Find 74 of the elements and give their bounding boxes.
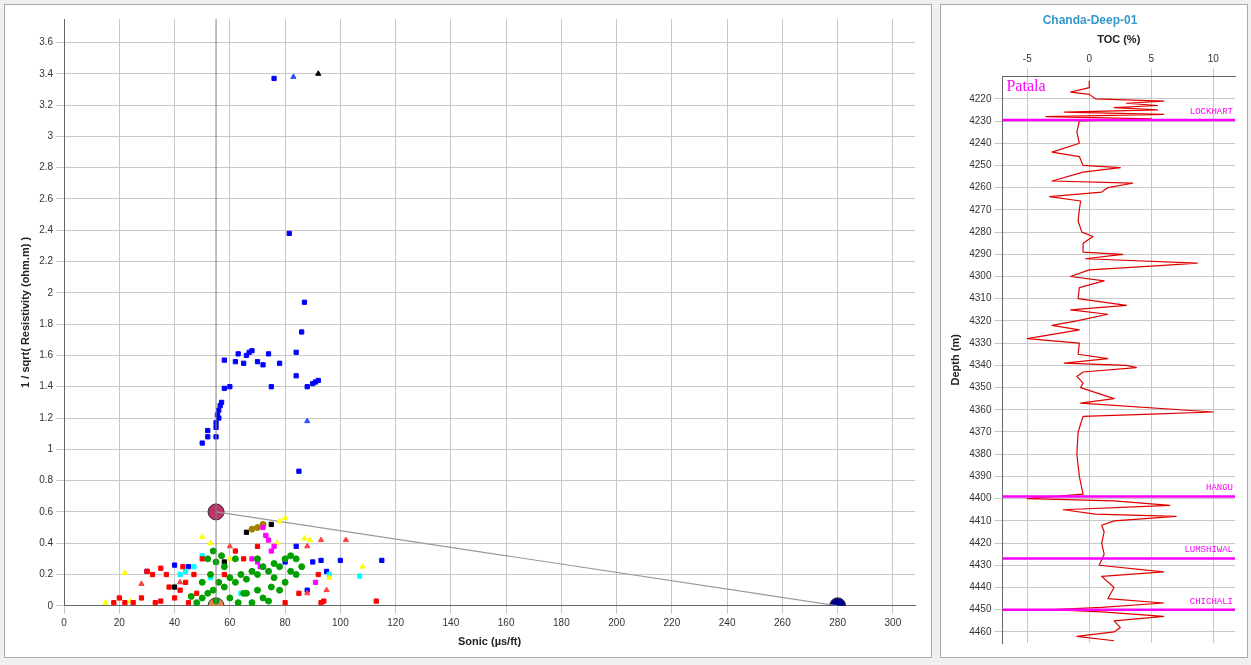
y-tick-label: 4320 xyxy=(969,314,992,326)
y-tick-label: 4400 xyxy=(969,492,992,504)
x-tick-label: 260 xyxy=(774,616,792,628)
y-tick-label: 4420 xyxy=(969,536,992,548)
y-tick-label: 4410 xyxy=(969,514,992,526)
x-tick-label: 0 xyxy=(1086,53,1093,65)
y-tick-label: 4260 xyxy=(969,181,992,193)
y-tick-label: 1.8 xyxy=(39,317,54,329)
x-tick-label: 200 xyxy=(608,616,626,628)
y-tick-label: 0.2 xyxy=(39,568,54,580)
x-tick-label: -5 xyxy=(1022,53,1033,65)
x-tick-label: 120 xyxy=(387,616,405,628)
x-tick-label: 10 xyxy=(1207,53,1220,65)
y-tick-label: 4350 xyxy=(969,381,992,393)
y-tick-label: 4440 xyxy=(969,581,992,593)
x-tick-label: 300 xyxy=(884,616,902,628)
y-tick-label: 4280 xyxy=(969,225,992,237)
x-tick-label: 40 xyxy=(169,616,181,628)
y-tick-label: 2.4 xyxy=(39,224,54,235)
y-tick-label: 3.4 xyxy=(39,67,54,79)
x-tick-label: 60 xyxy=(224,616,236,628)
x-tick-label: 100 xyxy=(332,616,350,628)
y-tick-label: 1 xyxy=(47,443,54,455)
y-tick-label: 3.6 xyxy=(39,36,54,48)
y-tick-label: 4290 xyxy=(969,248,992,260)
y-tick-label: 2 xyxy=(47,286,54,298)
x-tick-label: 280 xyxy=(829,616,847,628)
y-tick-label: 4390 xyxy=(969,470,992,482)
ref-line-label: CHICHALI xyxy=(1189,596,1233,607)
y-tick-label: 4340 xyxy=(969,359,992,371)
y-tick-label: 1.6 xyxy=(39,349,54,361)
y-tick-label: 2.8 xyxy=(39,161,54,173)
x-tick-label: 0 xyxy=(61,616,68,628)
y-tick-label: 1.4 xyxy=(39,380,54,392)
annotation: Patala xyxy=(1006,76,1046,94)
y-tick-label: 1.2 xyxy=(39,411,54,423)
y-tick-label: 4380 xyxy=(969,447,992,459)
y-tick-label: 0.6 xyxy=(39,505,54,517)
x-tick-label: 240 xyxy=(718,616,736,628)
ref-line-label: HANGU xyxy=(1205,483,1233,494)
y-tick-label: 2.2 xyxy=(39,255,54,267)
y-tick-label: 4270 xyxy=(969,203,992,215)
y-tick-label: 4370 xyxy=(969,425,992,437)
y-tick-label: 3 xyxy=(47,130,54,142)
y-tick-label: 0.4 xyxy=(39,536,54,548)
y-tick-label: 4310 xyxy=(969,292,992,304)
x-tick-label: 180 xyxy=(553,616,571,628)
y-tick-label: 4300 xyxy=(969,270,992,282)
y-tick-label: 0.8 xyxy=(39,474,54,486)
y-tick-label: 0 xyxy=(47,599,54,611)
ref-line-label: LOCKHART xyxy=(1189,106,1234,117)
y-tick-label: 4430 xyxy=(969,559,992,571)
ref-line-label: LUMSHIWAL xyxy=(1184,545,1233,556)
x-tick-label: 220 xyxy=(663,616,681,628)
y-tick-label: 2.6 xyxy=(39,192,54,204)
y-axis-title: Depth (m) xyxy=(948,333,961,386)
y-tick-label: 4230 xyxy=(969,114,992,126)
x-tick-label: 160 xyxy=(497,616,515,628)
y-tick-label: 4460 xyxy=(969,625,992,637)
y-tick-label: 4240 xyxy=(969,136,992,148)
x-tick-label: 5 xyxy=(1148,53,1155,65)
x-tick-label: 140 xyxy=(442,616,460,628)
y-tick-label: 4250 xyxy=(969,159,992,171)
y-tick-label: 4330 xyxy=(969,336,992,348)
x-axis-title: TOC (%) xyxy=(1097,33,1141,46)
y-tick-label: 4360 xyxy=(969,403,992,415)
x-tick-label: 80 xyxy=(279,616,292,628)
x-axis-title: Sonic (µs/ft) xyxy=(457,635,522,648)
x-tick-label: 20 xyxy=(113,616,126,628)
chart-title: Chanda-Deep-01 xyxy=(1042,12,1138,27)
y-axis-title: 1 / sqrt( Resistivity (ohm.m) ) xyxy=(18,236,31,388)
y-tick-label: 3.2 xyxy=(39,98,54,110)
y-tick-label: 4220 xyxy=(969,92,992,104)
y-tick-label: 4450 xyxy=(969,603,992,615)
